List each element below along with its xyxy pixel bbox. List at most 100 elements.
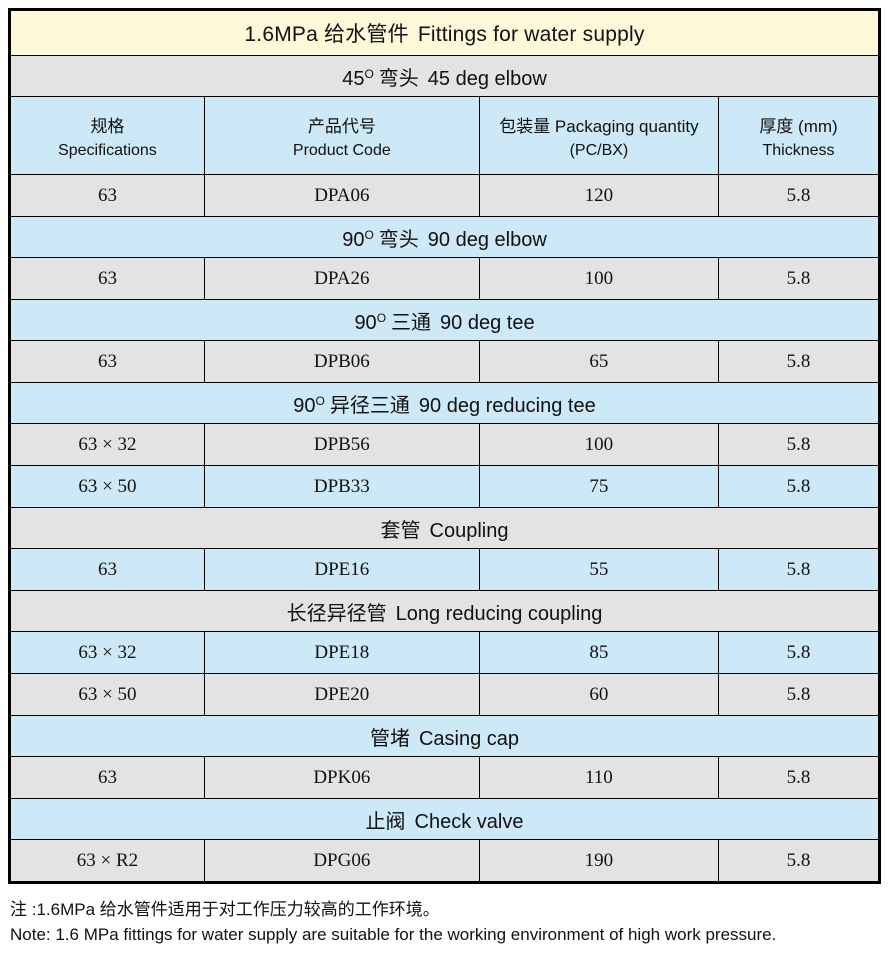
section-title-en: 45 deg elbow	[427, 67, 547, 90]
cell-thickness: 5.8	[718, 174, 880, 217]
section-header-row: 90O 三通 90 deg tee	[9, 299, 880, 341]
column-header-line2: Product Code	[292, 141, 391, 159]
cell-packaging-quantity: 110	[478, 756, 720, 799]
table-title-row: 1.6MPa 给水管件 Fittings for water supply	[9, 9, 880, 56]
section-degree-sup: O	[364, 66, 374, 81]
section-title-cell: 45O 弯头 45 deg elbow	[9, 55, 880, 97]
column-header-line1: 包装量 Packaging quantity	[499, 116, 699, 136]
section-title-zh: 弯头	[378, 228, 419, 251]
cell-packaging-quantity: 100	[478, 423, 720, 466]
section-degree: 90	[354, 311, 377, 334]
table-row: 63 × 32 DPE18 85 5.8	[9, 631, 880, 674]
cell-thickness: 5.8	[718, 756, 880, 799]
section-title-en: 90 deg reducing tee	[418, 394, 596, 417]
cell-specification: 63	[9, 548, 205, 591]
column-header-product-code: 产品代号 Product Code	[203, 96, 480, 175]
section-title-zh: 止阀	[365, 810, 406, 833]
cell-thickness: 5.8	[718, 340, 880, 383]
cell-product-code: DPB56	[203, 423, 480, 466]
section-title-en: 90 deg tee	[440, 311, 535, 334]
section-degree: 45	[342, 67, 365, 90]
cell-packaging-quantity: 65	[478, 340, 720, 383]
column-header-packaging-quantity: 包装量 Packaging quantity (PC/BX)	[478, 96, 720, 175]
cell-product-code: DPE18	[203, 631, 480, 674]
section-title-cell: 90O 弯头 90 deg elbow	[9, 216, 880, 258]
cell-packaging-quantity: 75	[478, 465, 720, 508]
section-title-en: Long reducing coupling	[395, 602, 603, 625]
table-row: 63 DPK06 110 5.8	[9, 756, 880, 799]
section-title-cell: 90O 三通 90 deg tee	[9, 299, 880, 341]
section-header-row: 止阀 Check valve	[9, 798, 880, 840]
cell-specification: 63	[9, 340, 205, 383]
column-header-row: 规格 Specifications 产品代号 Product Code 包装量 Pack…	[9, 96, 880, 175]
column-header-line1: 产品代号	[307, 116, 376, 136]
section-degree-sup: O	[376, 310, 387, 325]
cell-specification: 63	[9, 257, 205, 300]
cell-product-code: DPG06	[203, 839, 480, 883]
cell-packaging-quantity: 85	[478, 631, 720, 674]
table-row: 63 × 32 DPB56 100 5.8	[9, 423, 880, 466]
table-row: 63 DPB06 65 5.8	[9, 340, 880, 383]
cell-specification: 63 × 32	[9, 631, 205, 674]
cell-packaging-quantity: 120	[478, 174, 720, 217]
cell-thickness: 5.8	[718, 423, 880, 466]
section-title-cell: 管堵 Casing cap	[9, 715, 880, 757]
table-title-en: Fittings for water supply	[417, 23, 645, 46]
section-header-row: 45O 弯头 45 deg elbow	[9, 55, 880, 97]
cell-packaging-quantity: 55	[478, 548, 720, 591]
cell-product-code: DPK06	[203, 756, 480, 799]
table-row: 63 × 50 DPE20 60 5.8	[9, 673, 880, 716]
cell-thickness: 5.8	[718, 548, 880, 591]
note-line-zh: 注 :1.6MPa 给水管件适用于对工作压力较高的工作环境。	[10, 900, 440, 919]
cell-specification: 63 × 50	[9, 673, 205, 716]
section-header-row: 管堵 Casing cap	[9, 715, 880, 757]
section-title-zh: 长径异径管	[286, 602, 387, 625]
cell-thickness: 5.8	[718, 257, 880, 300]
section-header-row: 90O 弯头 90 deg elbow	[9, 216, 880, 258]
cell-product-code: DPE16	[203, 548, 480, 591]
section-title-zh: 三通	[391, 311, 432, 334]
cell-product-code: DPA06	[203, 174, 480, 217]
cell-product-code: DPA26	[203, 257, 480, 300]
section-degree: 90	[342, 228, 365, 251]
cell-specification: 63 × 32	[9, 423, 205, 466]
section-title-cell: 止阀 Check valve	[9, 798, 880, 840]
column-header-line2: Specifications	[58, 141, 157, 159]
section-title-zh: 套管	[380, 519, 421, 542]
column-header-line2: (PC/BX)	[569, 141, 629, 159]
section-header-row: 长径异径管 Long reducing coupling	[9, 590, 880, 632]
section-degree: 90	[293, 394, 316, 417]
section-title-cell: 长径异径管 Long reducing coupling	[9, 590, 880, 632]
section-title-en: 90 deg elbow	[427, 228, 547, 251]
section-title-zh: 弯头	[378, 67, 419, 90]
table-row: 63 × 50 DPB33 75 5.8	[9, 465, 880, 508]
cell-specification: 63 × R2	[9, 839, 205, 883]
section-title-cell: 套管 Coupling	[9, 507, 880, 549]
cell-packaging-quantity: 100	[478, 257, 720, 300]
section-title-zh: 管堵	[369, 727, 410, 750]
table-title-zh: 1.6MPa 给水管件	[244, 23, 409, 46]
column-header-thickness: 厚度 (mm) Thickness	[718, 96, 880, 175]
cell-specification: 63 × 50	[9, 465, 205, 508]
table-row: 63 DPA06 120 5.8	[9, 174, 880, 217]
table-row: 63 × R2 DPG06 190 5.8	[9, 839, 880, 883]
cell-thickness: 5.8	[718, 631, 880, 674]
cell-product-code: DPB06	[203, 340, 480, 383]
cell-thickness: 5.8	[718, 673, 880, 716]
cell-packaging-quantity: 60	[478, 673, 720, 716]
column-header-specification: 规格 Specifications	[9, 96, 205, 175]
table-title-cell: 1.6MPa 给水管件 Fittings for water supply	[9, 9, 880, 56]
cell-thickness: 5.8	[718, 465, 880, 508]
section-title-zh: 异径三通	[329, 394, 410, 417]
cell-specification: 63	[9, 756, 205, 799]
fittings-table: 1.6MPa 给水管件 Fittings for water supply 45O 弯…	[8, 8, 881, 884]
note-line-en: Note: 1.6 MPa fittings for water supply …	[10, 925, 777, 944]
section-degree-sup: O	[315, 393, 325, 408]
column-header-line1: 厚度 (mm)	[759, 116, 838, 136]
section-title-en: Coupling	[429, 519, 509, 542]
section-header-row: 90O 异径三通 90 deg reducing tee	[9, 382, 880, 424]
cell-specification: 63	[9, 174, 205, 217]
cell-thickness: 5.8	[718, 839, 880, 883]
